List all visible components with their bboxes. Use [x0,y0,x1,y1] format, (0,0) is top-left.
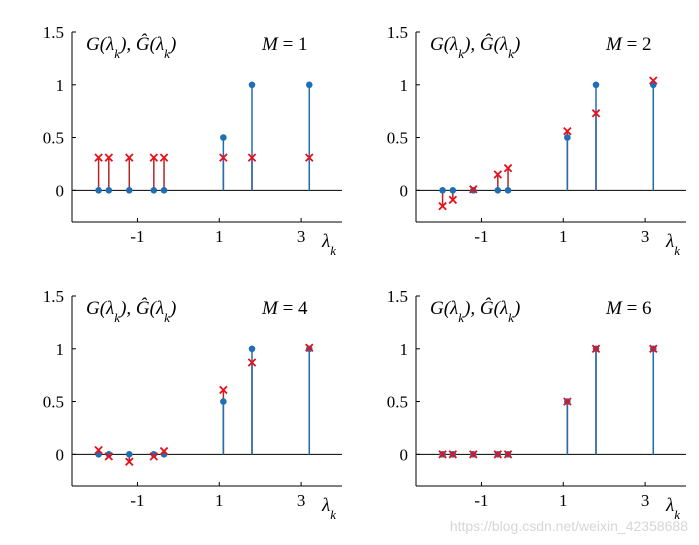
approx-marker [591,109,601,118]
panel-label: G(λk), Ĝ(λk) [86,33,176,61]
approx-marker [503,163,513,173]
approx-marker [649,344,658,354]
panel-3: 0 0.5 1 1.5 -1 1 3 G(λk), Ĝ(λk) M = 4 λk [43,287,342,522]
approx-marker [493,450,503,459]
true-marker [220,398,227,405]
panel-2: 0 0.5 1 1.5 -1 1 3 G(λk), Ĝ(λk) M = 2 λk [387,23,686,258]
true-marker [248,345,256,353]
y-tick-label: 0 [400,181,409,200]
approx-marker [159,153,169,162]
approx-marker [247,153,257,162]
approx-marker [469,450,478,459]
approx-marker [591,344,601,354]
true-marker [494,187,502,194]
approx-marker [125,153,134,162]
y-tick-label: 0.5 [387,129,408,148]
y-tick-label: 1.5 [387,23,408,42]
true-marker [125,451,133,458]
true-marker [564,134,571,141]
true-marker [150,187,158,194]
x-tick-label: 1 [559,491,568,510]
approx-marker [503,450,513,459]
true-marker [439,187,446,194]
x-tick-label: 1 [215,491,224,510]
true-marker [220,134,227,141]
y-tick-label: 0 [56,181,65,200]
y-tick-label: 1 [56,76,65,95]
watermark: https://blog.csdn.net/weixin_42358688 [450,518,688,534]
y-tick-label: 0.5 [43,129,64,148]
true-marker [125,187,133,194]
true-marker [95,187,102,194]
panel-annotation: M = 6 [605,298,652,319]
approx-marker [493,170,503,179]
approx-marker [149,452,159,461]
x-axis-label: λk [665,231,680,258]
x-tick-label: 3 [641,491,650,510]
y-tick-label: 0 [56,445,65,464]
approx-marker [149,153,159,162]
approx-marker [104,452,114,461]
approx-marker [448,450,458,459]
approx-marker [94,153,103,162]
true-marker [248,81,256,89]
approx-marker [448,195,458,205]
approx-marker [219,385,228,395]
x-tick-label: 1 [559,227,568,246]
panel-label: G(λk), Ĝ(λk) [430,33,520,61]
y-tick-label: 1 [400,76,409,95]
approx-marker [94,445,103,455]
y-tick-label: 1 [56,340,65,359]
y-tick-label: 1 [400,340,409,359]
y-tick-label: 1.5 [43,287,64,306]
approx-marker [247,358,257,367]
approx-marker [104,153,114,162]
x-tick-label: 3 [297,227,306,246]
x-axis-label: λk [321,231,336,258]
approx-marker [438,450,447,459]
panel-1: 0 0.5 1 1.5 -1 1 3 G(λk), Ĝ(λk) M = 1 λk [43,23,342,258]
approx-marker [469,185,478,194]
panel-annotation: M = 1 [261,34,308,55]
x-tick-label: 1 [215,227,224,246]
true-marker [504,187,512,194]
approx-marker [563,126,572,136]
panel-label: G(λk), Ĝ(λk) [430,297,520,325]
panel-annotation: M = 2 [605,34,652,55]
approx-marker [649,76,658,85]
y-tick-label: 0 [400,445,409,464]
x-tick-label: -1 [474,491,488,510]
approx-marker [305,343,314,352]
true-marker [592,81,600,89]
y-tick-label: 1.5 [43,23,64,42]
approx-marker [305,153,314,162]
approx-marker [438,201,447,211]
true-marker [305,81,313,89]
panel-4: 0 0.5 1 1.5 -1 1 3 G(λk), Ĝ(λk) M = 6 λk [387,287,686,522]
x-axis-label: λk [321,495,336,522]
y-tick-label: 0.5 [43,393,64,412]
x-tick-label: -1 [130,227,144,246]
true-marker [105,187,113,194]
panel-label: G(λk), Ĝ(λk) [86,297,176,325]
y-tick-label: 0.5 [387,393,408,412]
x-tick-label: 3 [641,227,650,246]
x-tick-label: 3 [297,491,306,510]
true-marker [160,187,168,194]
x-tick-label: -1 [474,227,488,246]
approx-marker [563,397,572,406]
approx-marker [219,153,228,162]
approx-marker [125,457,134,466]
y-tick-label: 1.5 [387,287,408,306]
true-marker [449,187,457,194]
x-tick-label: -1 [130,491,144,510]
x-axis-label: λk [665,495,680,522]
panel-annotation: M = 4 [261,298,308,319]
approx-marker [159,446,169,456]
